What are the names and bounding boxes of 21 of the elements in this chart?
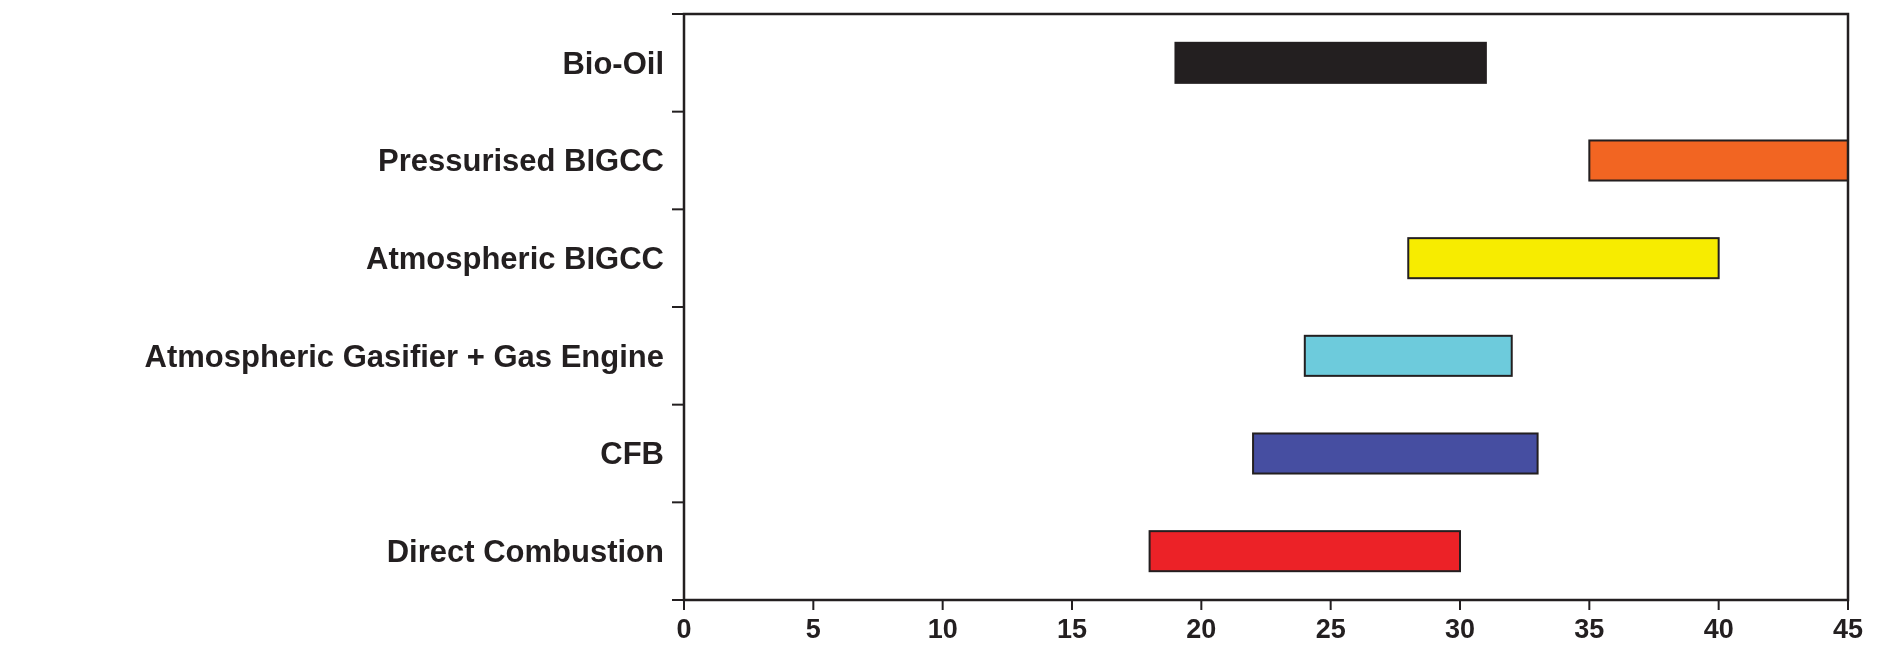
x-tick-label: 25 <box>1315 614 1346 644</box>
y-tick-label: Atmospheric BIGCC <box>366 241 664 277</box>
x-tick-label: 10 <box>927 614 958 644</box>
bar <box>1174 41 1487 84</box>
y-tick-label: Atmospheric Gasifier + Gas Engine <box>144 338 664 374</box>
bar <box>1148 530 1461 573</box>
x-tick-label: 5 <box>805 614 821 644</box>
y-tick-label: Pressurised BIGCC <box>378 143 664 179</box>
y-tick-label: Bio-Oil <box>562 45 664 81</box>
x-tick-label: 15 <box>1056 614 1088 644</box>
bar <box>1303 334 1513 377</box>
x-tick-label: 45 <box>1832 614 1864 644</box>
x-tick-label: 35 <box>1574 614 1605 644</box>
y-tick-label: Direct Combustion <box>386 534 664 570</box>
y-tick-label: CFB <box>600 436 664 472</box>
x-tick-label: 0 <box>676 614 692 644</box>
x-tick-label: 20 <box>1186 614 1217 644</box>
x-tick-label: 40 <box>1703 614 1734 644</box>
bar <box>1252 432 1539 475</box>
bar <box>1407 237 1720 280</box>
x-tick-label: 30 <box>1444 614 1476 644</box>
